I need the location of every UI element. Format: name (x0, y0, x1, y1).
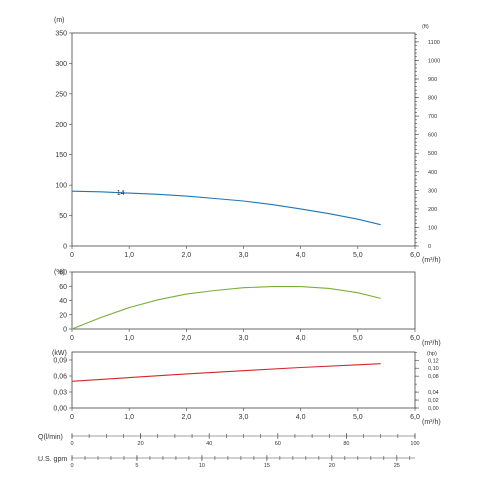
efficiency-series-line (71, 286, 381, 330)
power-y2-unit: (hp) (427, 351, 437, 357)
head-y2-tick-label: 600 (428, 133, 437, 139)
head-x-tick-label: 2,0 (181, 252, 191, 259)
head-chart-frame (71, 32, 416, 247)
head-y2-tick-label: 200 (428, 207, 437, 213)
flow-scale-gpm-axis-tick-label: 25 (394, 463, 400, 469)
efficiency-x-tick-label: 6,0 (410, 335, 420, 342)
head-y-tick-label: 150 (55, 152, 67, 159)
head-y2-tick-label: 700 (428, 114, 437, 120)
head-y2-tick-label: 100 (428, 225, 437, 231)
power-x-tick-label: 5,0 (353, 414, 363, 421)
flow-scale-lpm-axis-tick-label: 80 (343, 441, 349, 447)
power-chart: (kW) (hp) (m³/h) 0 1,0 2,0 3,0 4,0 5,0 6,0 0,00… (52, 350, 441, 426)
power-y-tick-label: 0,03 (53, 390, 67, 397)
efficiency-axes: 0 1,0 2,0 3,0 4,0 5,0 6,0 0 20 40 60 80 (59, 270, 420, 343)
power-y2-tick-label: 0,10 (428, 366, 439, 372)
head-y2-tick-label: 900 (428, 77, 437, 83)
efficiency-chart: (%) (m³/h) 0 1,0 2,0 3,0 4,0 5,0 6,0 0 20 40 60 80 (54, 269, 441, 347)
efficiency-x-unit: (m³/h) (422, 340, 441, 347)
flow-scale-lpm-axis-tick-label: 20 (138, 441, 144, 447)
head-y-tick-label: 100 (55, 183, 67, 190)
head-x-unit: (m³/h) (422, 257, 441, 264)
head-y-tick-label: 50 (59, 213, 67, 220)
head-axes: 0 1,0 2,0 3,0 4,0 5,0 6,0 0 50 100 150 200 250 300 350… (55, 31, 440, 260)
flow-scale-lpm-axis-tick-label: 0 (70, 441, 73, 447)
efficiency-x-tick-label: 2,0 (181, 335, 191, 342)
head-y-tick-label: 200 (55, 122, 67, 129)
power-y2-tick-label: 0,08 (428, 374, 439, 380)
efficiency-y-tick-label: 40 (59, 298, 67, 305)
flow-scale-lpm-label: Q(l/min) (38, 434, 63, 441)
head-y2-tick-label: 500 (428, 151, 437, 157)
power-x-tick-label: 2,0 (181, 414, 191, 421)
power-x-unit: (m³/h) (422, 419, 441, 426)
power-y-tick-label: 0,09 (53, 358, 67, 365)
efficiency-y-tick-label: 20 (59, 312, 67, 319)
head-y2-tick-label: 800 (428, 96, 437, 102)
efficiency-x-tick-label: 0 (70, 335, 74, 342)
efficiency-y-tick-label: 60 (59, 284, 67, 291)
head-chart: (m) (ft) (m³/h) 0 1,0 2,0 3,0 4,0 5,0 6,0 0 50 10… (54, 17, 441, 264)
head-x-tick-label: 0 (70, 252, 74, 259)
flow-scale-lpm: Q(l/min) 0 20 40 60 80 100 (38, 433, 420, 447)
head-x-tick-label: 1,0 (124, 252, 134, 259)
head-x-tick-label: 5,0 (353, 252, 363, 259)
flow-scale-lpm-axis: 0 20 40 60 80 100 (70, 433, 420, 447)
head-y2-tick-label: 0 (428, 244, 431, 250)
flow-scale-gpm-axis-tick-label: 20 (329, 463, 335, 469)
flow-scale-lpm-axis-tick-label: 60 (275, 441, 281, 447)
efficiency-y-unit: (%) (54, 269, 65, 276)
head-y2-tick-label: 1100 (428, 40, 440, 46)
power-x-tick-label: 1,0 (124, 414, 134, 421)
flow-scale-gpm-axis: 0 5 10 15 20 25 (70, 455, 415, 469)
head-x-tick-label: 6,0 (410, 252, 420, 259)
flow-scale-gpm: U.S. gpm 0 5 10 15 20 25 (38, 455, 415, 469)
head-y2-tick-label: 300 (428, 188, 437, 194)
head-y-unit: (m) (54, 17, 65, 24)
head-y-tick-label: 300 (55, 61, 67, 68)
efficiency-x-tick-label: 1,0 (124, 335, 134, 342)
flow-scale-gpm-axis-tick-label: 0 (70, 463, 73, 469)
efficiency-y-tick-label: 80 (59, 270, 67, 277)
efficiency-y-tick-label: 0 (63, 327, 67, 334)
flow-scale-gpm-axis-tick-label: 15 (264, 463, 270, 469)
flow-scale-gpm-axis-tick-label: 10 (199, 463, 205, 469)
head-y2-tick-label: 400 (428, 170, 437, 176)
flow-scale-lpm-axis-tick-label: 40 (206, 441, 212, 447)
flow-scale-gpm-axis-tick-label: 5 (135, 463, 138, 469)
flow-scale-gpm-label: U.S. gpm (38, 456, 67, 463)
power-series-line (71, 363, 381, 382)
head-series-line (71, 190, 381, 226)
efficiency-x-tick-label: 4,0 (296, 335, 306, 342)
power-y2-tick-label: 0,02 (428, 398, 439, 404)
power-x-tick-label: 0 (70, 414, 74, 421)
efficiency-x-tick-label: 5,0 (353, 335, 363, 342)
power-x-tick-label: 6,0 (410, 414, 420, 421)
head-y2-tick-label: 1000 (428, 58, 440, 64)
power-x-tick-label: 4,0 (296, 414, 306, 421)
flow-scale-lpm-axis-tick-label: 100 (410, 441, 419, 447)
power-chart-frame (71, 351, 416, 409)
head-y-tick-label: 350 (55, 31, 67, 38)
power-y-unit: (kW) (52, 350, 67, 357)
power-series (71, 363, 381, 382)
efficiency-chart-frame (71, 271, 416, 330)
head-y2-unit: (ft) (422, 24, 429, 30)
power-axes: 0 1,0 2,0 3,0 4,0 5,0 6,0 0,00 0,03 0,06 0,09 0,00 0… (53, 352, 439, 421)
power-x-tick-label: 3,0 (239, 414, 249, 421)
power-y2-tick-label: 0,04 (428, 390, 439, 396)
head-series: 14 (71, 190, 381, 226)
power-y-tick-label: 0,00 (53, 406, 67, 413)
power-y-tick-label: 0,06 (53, 374, 67, 381)
power-y2-tick-label: 0,00 (428, 406, 439, 412)
head-y-tick-label: 250 (55, 91, 67, 98)
head-y-tick-label: 0 (63, 244, 67, 251)
head-x-tick-label: 4,0 (296, 252, 306, 259)
efficiency-series (71, 286, 381, 330)
power-y2-tick-label: 0,12 (428, 358, 439, 364)
head-series-label: 14 (117, 190, 125, 197)
head-x-tick-label: 3,0 (239, 252, 249, 259)
efficiency-x-tick-label: 3,0 (239, 335, 249, 342)
